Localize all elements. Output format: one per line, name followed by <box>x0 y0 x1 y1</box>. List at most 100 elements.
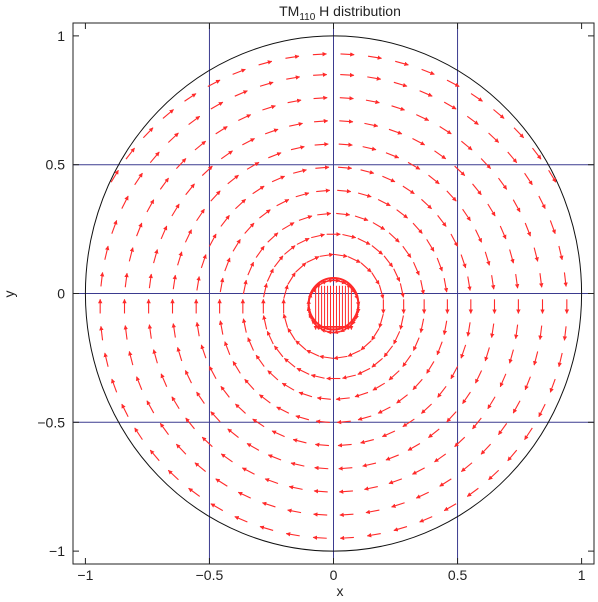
field-arrow <box>475 370 483 384</box>
field-arrow <box>426 239 435 252</box>
field-arrow <box>227 428 239 439</box>
field-arrow <box>498 423 508 436</box>
field-arrow <box>268 152 282 159</box>
field-arrow <box>487 203 496 217</box>
field-arrow <box>188 115 201 125</box>
field-arrows <box>97 51 570 541</box>
field-arrow <box>207 79 221 88</box>
field-arrow <box>196 208 205 222</box>
field-arrow <box>246 161 260 170</box>
field-arrow <box>412 467 425 475</box>
field-arrow <box>393 268 401 282</box>
y-tick-label: 0 <box>57 286 65 302</box>
field-arrow <box>160 225 168 240</box>
field-arrow <box>490 275 496 290</box>
y-axis-label: y <box>1 291 17 298</box>
field-arrow <box>244 378 255 391</box>
field-arrow <box>475 229 483 243</box>
field-arrow <box>238 114 252 121</box>
field-arrow <box>276 406 290 414</box>
field-arrow <box>313 72 328 77</box>
field-arrow <box>488 469 500 481</box>
field-arrow <box>557 352 563 368</box>
field-arrow <box>296 367 310 375</box>
field-arrow <box>532 147 542 160</box>
field-arrow <box>514 324 519 340</box>
field-arrow <box>99 271 105 287</box>
field-arrow <box>247 261 254 276</box>
field-arrow <box>388 232 400 243</box>
field-arrow <box>234 90 248 97</box>
field-arrow <box>421 403 432 414</box>
field-arrow <box>220 215 230 227</box>
field-arrow <box>377 199 391 207</box>
field-arrow <box>220 385 230 398</box>
field-arrow <box>420 280 425 295</box>
field-arrow <box>339 535 354 541</box>
x-tick-label: −1 <box>77 567 93 583</box>
field-arrow <box>466 322 471 337</box>
field-arrow <box>548 169 557 183</box>
field-arrow <box>362 462 377 468</box>
field-arrow <box>399 283 405 298</box>
y-tick-label: −0.5 <box>37 414 65 430</box>
field-arrow <box>136 222 143 237</box>
field-arrow <box>365 509 380 515</box>
field-arrow <box>128 351 134 366</box>
field-arrow <box>480 443 492 455</box>
field-arrow <box>124 272 129 288</box>
x-tick-label: 0.5 <box>448 567 468 583</box>
field-arrow <box>295 262 307 273</box>
field-arrow <box>533 351 539 366</box>
field-arrow <box>499 373 507 388</box>
field-arrow <box>215 478 228 487</box>
field-arrow <box>258 60 273 66</box>
field-arrow <box>281 222 295 231</box>
field-arrow <box>255 354 265 367</box>
field-arrow <box>295 414 310 421</box>
field-arrow <box>338 466 353 471</box>
field-arrow <box>288 485 303 490</box>
field-arrow <box>196 391 205 404</box>
field-arrow <box>167 132 179 143</box>
field-arrow <box>208 233 217 247</box>
field-arrow <box>385 454 399 461</box>
field-arrow <box>512 400 521 414</box>
field-arrow <box>121 403 129 417</box>
field-arrow <box>319 354 334 360</box>
field-arrow <box>454 165 466 176</box>
field-arrow <box>354 215 369 222</box>
field-arrow <box>381 430 396 438</box>
field-arrow <box>412 138 426 146</box>
field-arrow <box>219 277 225 293</box>
field-arrow <box>103 352 109 367</box>
field-arrow <box>340 72 355 78</box>
field-arrow <box>342 374 356 380</box>
field-arrow <box>276 199 290 207</box>
field-arrow <box>184 229 192 243</box>
field-arrow <box>339 512 354 518</box>
field-arrow <box>439 478 452 487</box>
field-arrow <box>255 245 265 258</box>
y-tick-label: 0.5 <box>46 157 66 173</box>
inner-field-loop <box>307 277 360 331</box>
chart-title-subscript: 110 <box>299 12 315 23</box>
field-arrow <box>442 320 448 336</box>
field-arrow <box>287 272 296 285</box>
field-arrow <box>426 361 435 374</box>
field-arrow <box>111 220 118 234</box>
field-arrow <box>159 423 169 436</box>
field-arrow <box>347 349 361 357</box>
field-arrow <box>246 442 260 451</box>
field-arrow <box>149 151 160 164</box>
field-arrow <box>524 376 531 391</box>
field-arrow <box>472 417 482 430</box>
field-arrow <box>462 208 471 222</box>
field-arrow <box>232 361 241 374</box>
field-arrow <box>484 347 490 362</box>
field-arrow <box>284 357 296 368</box>
field-arrow <box>472 183 482 196</box>
field-arrow <box>290 461 305 467</box>
field-arrow <box>493 109 505 119</box>
field-arrow <box>436 257 443 272</box>
